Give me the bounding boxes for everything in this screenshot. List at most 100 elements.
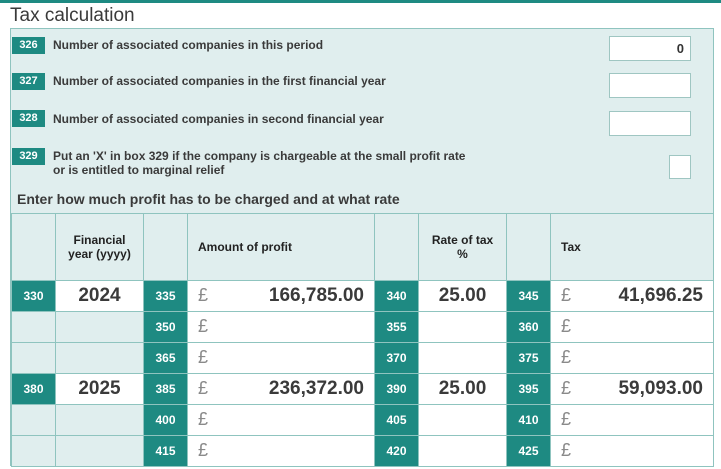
amount-of-profit-input[interactable]: £ [187, 404, 375, 436]
header-spacer [143, 213, 188, 281]
box-code-415: 415 [143, 435, 188, 467]
box-code-335: 335 [143, 280, 188, 312]
header-financial-year-line2: year (yyyy) [68, 247, 131, 261]
tax-value: 59,093.00 [618, 378, 703, 399]
pound-icon: £ [198, 347, 209, 368]
box-code-328: 328 [12, 110, 45, 127]
box-code-380: 380 [11, 373, 56, 405]
pound-icon: £ [561, 285, 572, 306]
table-row: 330 2024 335 £ 166,785.00 340 25.00 345 … [11, 280, 714, 312]
header-financial-year-line1: Financial [73, 233, 126, 247]
section-title: Tax calculation [10, 5, 135, 26]
box-code-420: 420 [374, 435, 419, 467]
rate-of-tax-input[interactable] [418, 342, 507, 374]
associated-companies-period-input[interactable]: 0 [609, 36, 691, 61]
empty-code-cell [11, 435, 56, 467]
header-rate-line2: % [457, 247, 468, 261]
header-rate-line1: Rate of tax [431, 233, 494, 247]
tax-input[interactable]: £ [550, 311, 714, 343]
box-code-370: 370 [374, 342, 419, 374]
empty-code-cell [11, 404, 56, 436]
box-code-345: 345 [506, 280, 551, 312]
pound-icon: £ [561, 316, 572, 337]
top-accent-bar [0, 0, 721, 3]
box-code-327: 327 [12, 73, 45, 90]
table-header-row: Financial year (yyyy) Amount of profit R… [11, 213, 714, 281]
header-spacer [374, 213, 419, 281]
box-code-405: 405 [374, 404, 419, 436]
rate-of-tax-input[interactable] [418, 404, 507, 436]
tax-value: 41,696.25 [618, 285, 703, 306]
amount-of-profit-input[interactable]: £ [187, 311, 375, 343]
box-code-425: 425 [506, 435, 551, 467]
profit-section-heading: Enter how much profit has to be charged … [17, 191, 400, 207]
box-code-355: 355 [374, 311, 419, 343]
pound-icon: £ [561, 409, 572, 430]
amount-value: 166,785.00 [268, 285, 364, 306]
question-328-label: Number of associated companies in second… [53, 112, 384, 126]
tax-input[interactable]: £ [550, 404, 714, 436]
associated-companies-first-year-input[interactable] [609, 73, 691, 98]
tax-input[interactable]: £ [550, 435, 714, 467]
pound-icon: £ [561, 440, 572, 461]
rate-of-tax-input[interactable] [418, 311, 507, 343]
associated-companies-second-year-input[interactable] [609, 111, 691, 136]
pound-icon: £ [198, 440, 209, 461]
table-row: 400 £ 405 410 £ [11, 404, 714, 436]
box-code-340: 340 [374, 280, 419, 312]
amount-of-profit-input[interactable]: £ [187, 342, 375, 374]
table-row: 380 2025 385 £ 236,372.00 390 25.00 395 … [11, 373, 714, 405]
header-spacer [506, 213, 551, 281]
box-code-330: 330 [11, 280, 56, 312]
question-327-label: Number of associated companies in the fi… [53, 74, 386, 88]
pound-icon: £ [198, 316, 209, 337]
amount-of-profit-input[interactable]: £ 166,785.00 [187, 280, 375, 312]
pound-icon: £ [198, 285, 209, 306]
box-code-390: 390 [374, 373, 419, 405]
header-amount-of-profit: Amount of profit [187, 213, 375, 281]
small-profit-rate-checkbox[interactable] [669, 155, 691, 179]
box-code-395: 395 [506, 373, 551, 405]
table-row: 365 £ 370 375 £ [11, 342, 714, 374]
amount-of-profit-input[interactable]: £ [187, 435, 375, 467]
empty-year-cell [55, 435, 144, 467]
empty-code-cell [11, 311, 56, 343]
box-code-385: 385 [143, 373, 188, 405]
box-code-326: 326 [12, 37, 45, 54]
pound-icon: £ [561, 347, 572, 368]
empty-code-cell [11, 342, 56, 374]
empty-year-cell [55, 311, 144, 343]
rate-of-tax-input[interactable] [418, 435, 507, 467]
box-code-410: 410 [506, 404, 551, 436]
rate-of-tax-input[interactable]: 25.00 [418, 373, 507, 405]
pound-icon: £ [198, 409, 209, 430]
tax-input[interactable]: £ 41,696.25 [550, 280, 714, 312]
rate-of-tax-input[interactable]: 25.00 [418, 280, 507, 312]
box-code-375: 375 [506, 342, 551, 374]
empty-year-cell [55, 342, 144, 374]
tax-input[interactable]: £ 59,093.00 [550, 373, 714, 405]
box-code-360: 360 [506, 311, 551, 343]
tax-input[interactable]: £ [550, 342, 714, 374]
financial-year-input[interactable]: 2024 [55, 280, 144, 312]
table-row: 415 £ 420 425 £ [11, 435, 714, 467]
box-code-365: 365 [143, 342, 188, 374]
question-329-label: Put an 'X' in box 329 if the company is … [53, 149, 465, 177]
empty-year-cell [55, 404, 144, 436]
question-329-label-line2: or is entitled to marginal relief [53, 163, 225, 177]
box-code-400: 400 [143, 404, 188, 436]
header-spacer [11, 213, 56, 281]
box-code-350: 350 [143, 311, 188, 343]
tax-calculation-panel: 326 Number of associated companies in th… [10, 28, 714, 467]
header-rate-of-tax: Rate of tax % [418, 213, 507, 281]
pound-icon: £ [198, 378, 209, 399]
profit-rate-table: Financial year (yyyy) Amount of profit R… [11, 213, 714, 467]
financial-year-input[interactable]: 2025 [55, 373, 144, 405]
table-row: 350 £ 355 360 £ [11, 311, 714, 343]
amount-of-profit-input[interactable]: £ 236,372.00 [187, 373, 375, 405]
box-code-329: 329 [12, 148, 45, 165]
pound-icon: £ [561, 378, 572, 399]
question-329-label-line1: Put an 'X' in box 329 if the company is … [53, 149, 466, 163]
header-financial-year: Financial year (yyyy) [55, 213, 144, 281]
amount-value: 236,372.00 [268, 378, 364, 399]
